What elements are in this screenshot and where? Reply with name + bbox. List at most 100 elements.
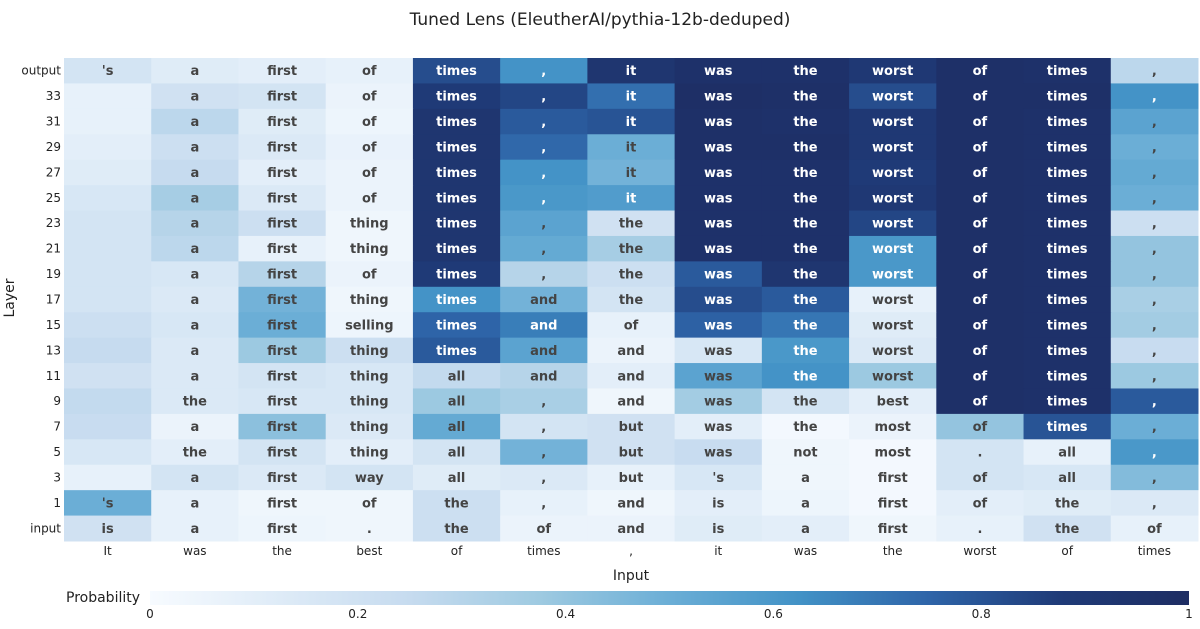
cell-label: the [619, 268, 643, 283]
cell-label: and [617, 344, 644, 359]
cell-label: and [530, 344, 557, 359]
cell-label: was [704, 344, 733, 359]
cell-label: was [704, 242, 733, 257]
y-tick-label: input [30, 521, 61, 535]
heatmap-cell [151, 185, 239, 212]
cell-label: first [267, 166, 297, 181]
cell-label: worst [872, 293, 913, 308]
heatmap-cell [587, 210, 676, 237]
cell-label: and [617, 522, 644, 537]
cell-label: first [267, 496, 297, 511]
heatmap-cell [1023, 185, 1112, 212]
heatmap-cell [412, 439, 501, 466]
cell-label: thing [350, 395, 389, 410]
cell-label: a [801, 522, 810, 537]
cell-label: times [1047, 268, 1088, 283]
cell-label: , [1152, 64, 1157, 79]
heatmap-cell [849, 108, 937, 135]
heatmap-cell [587, 490, 676, 517]
heatmap-cell [500, 337, 588, 364]
heatmap-cell [500, 108, 588, 135]
heatmap-cell [761, 108, 850, 135]
cell-label: the [444, 496, 468, 511]
heatmap-cell [238, 312, 327, 339]
heatmap-cell [761, 388, 850, 415]
heatmap-cell [500, 58, 588, 84]
heatmap-cell [849, 413, 937, 440]
heatmap-cell [151, 515, 239, 542]
cell-label: it [626, 191, 637, 206]
heatmap-cell [936, 464, 1025, 491]
cell-label: a [190, 471, 199, 486]
cell-label: of [973, 471, 988, 486]
cell-label: the [793, 115, 817, 130]
heatmap-cell [674, 490, 763, 517]
cell-label: thing [350, 217, 389, 232]
cell-label: a [190, 115, 199, 130]
cell-label: , [541, 166, 546, 181]
heatmap-cell [761, 363, 850, 389]
colorbar-tick-label: 0.6 [763, 607, 783, 621]
cell-label: was [704, 140, 733, 155]
cell-label: , [1152, 420, 1157, 435]
heatmap-cell [1110, 185, 1199, 212]
y-tick-label: 19 [46, 267, 61, 281]
heatmap-cell [587, 388, 676, 415]
heatmap-cell [500, 312, 588, 339]
x-tick-label: , [629, 544, 633, 558]
heatmap-cell [412, 108, 501, 135]
x-tick-labels: It was the best of times, it was the worst of times [103, 544, 1171, 558]
heatmap-cell [500, 210, 588, 237]
cell-label: thing [350, 242, 389, 257]
y-tick-label: 33 [46, 89, 61, 103]
cell-label: of [973, 344, 988, 359]
cell-label: , [541, 115, 546, 130]
heatmap-cell [936, 108, 1025, 135]
cell-label: of [973, 293, 988, 308]
heatmap-cell [761, 261, 850, 288]
heatmap-cell [1023, 312, 1112, 339]
cell-label: of [973, 217, 988, 232]
cell-label: times [1047, 369, 1088, 384]
cell-label: and [530, 318, 557, 333]
cell-label: the [183, 395, 207, 410]
heatmap-cell [1023, 58, 1112, 84]
heatmap-cell [325, 439, 414, 466]
heatmap-cell [325, 490, 414, 517]
heatmap-cell [325, 286, 414, 313]
heatmap-cell [325, 134, 414, 161]
cell-label: of [973, 496, 988, 511]
x-tick-label: worst [963, 544, 996, 558]
cell-label: all [448, 369, 466, 384]
cell-label: the [1055, 522, 1079, 537]
heatmap-cell [325, 515, 414, 542]
x-tick-label: it [714, 544, 722, 558]
heatmap-cell [238, 286, 327, 313]
cell-label: , [1152, 115, 1157, 130]
cell-label: a [190, 268, 199, 283]
heatmap-cell [761, 413, 850, 440]
cell-label: times [436, 115, 477, 130]
heatmap-cell [1023, 159, 1112, 186]
cell-label: times [1047, 191, 1088, 206]
heatmap-cell [674, 363, 763, 389]
heatmap-cell [1110, 159, 1199, 186]
heatmap-cell [325, 159, 414, 186]
heatmap-cell [587, 58, 676, 84]
cell-label: was [704, 395, 733, 410]
heatmap-cell [151, 388, 239, 415]
heatmap-cell [761, 439, 850, 466]
heatmap-cell [849, 185, 937, 212]
cell-label: it [626, 166, 637, 181]
heatmap-cell [325, 83, 414, 110]
heatmap-cell [1023, 108, 1112, 135]
heatmap-cell-labels: 's a first of times, it was the worst of times , a fi… [102, 64, 1163, 537]
heatmap-cell [849, 159, 937, 186]
heatmap-cell [500, 515, 588, 542]
heatmap-cell [151, 261, 239, 288]
cell-label: first [878, 522, 908, 537]
heatmap-cell [64, 261, 152, 288]
heatmap-cell [761, 464, 850, 491]
heatmap-cell [238, 58, 327, 84]
cell-label: first [267, 64, 297, 79]
